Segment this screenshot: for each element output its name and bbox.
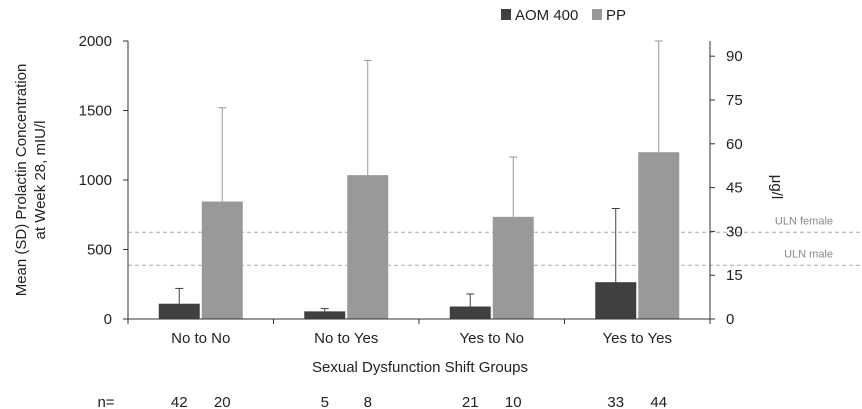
y-tick-label: 1500 bbox=[79, 103, 112, 120]
x-tick-label: Yes to No bbox=[460, 330, 525, 347]
labels: Sexual Dysfunction Shift Groups Mean (SD… bbox=[13, 64, 785, 409]
n-value-pp: 8 bbox=[364, 394, 372, 409]
n-label: n= bbox=[97, 394, 114, 409]
y2-tick-label: 60 bbox=[726, 136, 743, 153]
y-tick-label: 1000 bbox=[79, 172, 112, 189]
n-value-aom: 5 bbox=[321, 394, 329, 409]
n-value-pp: 10 bbox=[505, 394, 522, 409]
legend-label: AOM 400 bbox=[515, 7, 578, 24]
y2-tick-label: 15 bbox=[726, 267, 743, 284]
legend-label: PP bbox=[606, 7, 626, 24]
n-value-pp: 20 bbox=[214, 394, 231, 409]
n-value-pp: 44 bbox=[650, 394, 667, 409]
y2-tick-label: 30 bbox=[726, 223, 743, 240]
x-axis-title: Sexual Dysfunction Shift Groups bbox=[312, 359, 528, 376]
bar-pp bbox=[347, 175, 389, 319]
y2-tick-label: 90 bbox=[726, 48, 743, 65]
x-tick-label: No to No bbox=[171, 330, 230, 347]
y-axis-title-line-1: Mean (SD) Prolactin Concentration bbox=[13, 64, 30, 297]
bar-pp bbox=[638, 152, 680, 319]
y2-tick-label: 75 bbox=[726, 92, 743, 109]
reference-line-label: ULN female bbox=[775, 215, 833, 227]
axes: 0 500 1000 1500 2000 0 15 30 45 60 75 90 No to No 42 2… bbox=[79, 33, 743, 409]
bar-pp bbox=[201, 201, 243, 319]
y-tick-label: 0 bbox=[104, 311, 112, 328]
legend: AOM 400 PP bbox=[501, 7, 626, 24]
n-value-aom: 42 bbox=[171, 394, 188, 409]
y2-tick-label: 45 bbox=[726, 180, 743, 197]
bar-aom400 bbox=[595, 282, 637, 319]
legend-swatch bbox=[501, 9, 511, 20]
x-tick-label: Yes to Yes bbox=[602, 330, 672, 347]
reference-line-label: ULN male bbox=[784, 248, 833, 260]
bar-aom400 bbox=[158, 303, 200, 319]
y-tick-label: 2000 bbox=[79, 33, 112, 50]
y2-tick-label: 0 bbox=[726, 311, 734, 328]
x-tick-label: No to Yes bbox=[314, 330, 378, 347]
legend-swatch bbox=[592, 9, 602, 20]
bar-aom400 bbox=[449, 306, 491, 319]
n-value-aom: 21 bbox=[462, 394, 479, 409]
bar-aom400 bbox=[304, 311, 346, 319]
y-axis-title-line-2: at Week 28, mIU/l bbox=[32, 121, 49, 240]
n-value-aom: 33 bbox=[607, 394, 624, 409]
y-tick-label: 500 bbox=[87, 242, 112, 259]
y2-axis-title: μg/l bbox=[768, 175, 785, 200]
bar-pp bbox=[492, 216, 534, 319]
bars bbox=[158, 40, 680, 319]
